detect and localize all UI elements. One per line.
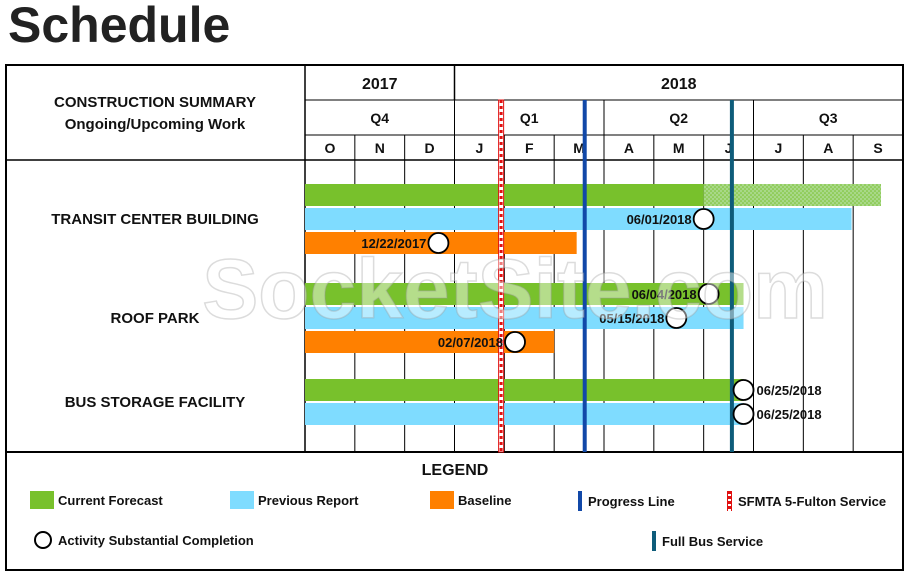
legend-title: LEGEND [421,462,489,479]
month-label: J [476,140,484,156]
month-label: D [425,140,435,156]
legend-label-sfmta: SFMTA 5-Fulton Service [738,493,887,509]
previous-report-bar [305,403,744,425]
completion-marker [665,307,688,329]
previous-report-bar [305,307,744,329]
current-forecast-bar [305,184,704,206]
year-label: 2018 [661,76,697,93]
completion-marker [504,331,526,353]
legend-item-current-forecast: Current Forecast [30,491,163,509]
completion-marker [427,232,450,254]
summary-header-line1: CONSTRUCTION SUMMARY [54,94,256,111]
legend-item-baseline: Baseline [430,491,511,509]
month-label: S [873,140,882,156]
quarter-label: Q4 [370,110,389,126]
forecast-extension-bar [703,184,881,206]
activity-label: BUS STORAGE FACILITY [65,394,246,411]
milestone-date-label: 06/25/2018 [757,407,822,422]
month-label: M [573,140,585,156]
quarter-label: Q1 [520,110,539,126]
milestone-date-label: 05/15/2018 [599,311,664,326]
current-forecast-bar [305,283,744,305]
quarter-label: Q3 [819,110,838,126]
quarter-label: Q2 [669,110,688,126]
legend-item-sfmta: SFMTA 5-Fulton Service [727,491,886,511]
legend-label-progress-line: Progress Line [588,493,675,509]
page-title: Schedule [8,0,231,53]
legend-label-previous-report: Previous Report [258,492,359,508]
milestone-date-label: 06/04/2018 [632,287,697,302]
activity-label: ROOF PARK [111,310,200,327]
current-forecast-swatch [30,491,54,509]
month-label: F [525,140,534,156]
year-label: 2017 [362,76,398,93]
month-label: O [324,140,335,156]
baseline-swatch [430,491,454,509]
legend-label-full-bus: Full Bus Service [662,533,764,549]
milestone-date-label: 06/25/2018 [757,383,822,398]
month-label: J [725,140,733,156]
watermark: SocketSite.com [202,242,828,336]
completion-marker [732,379,755,401]
baseline-bar [305,331,555,353]
legend-item-previous-report: Previous Report [230,491,358,509]
current-forecast-bar [305,379,744,401]
legend-label-baseline: Baseline [458,492,512,508]
completion-marker [692,208,715,230]
milestone-date-label: 06/01/2018 [627,212,692,227]
milestone-date-label: 12/22/2017 [361,236,426,251]
month-label: A [624,140,634,156]
legend-item-completion: Activity Substantial Completion [34,531,254,549]
legend-item-progress-line: Progress Line [578,491,675,511]
completion-marker [697,283,720,305]
summary-header-line2: Ongoing/Upcoming Work [65,116,246,133]
month-label: N [375,140,385,156]
milestone-date-label: 02/07/2018 [438,335,503,350]
legend-label-completion: Activity Substantial Completion [58,532,254,548]
completion-circle-icon [34,531,52,549]
sfmta-swatch [727,491,732,511]
full-bus-swatch [652,531,656,551]
legend-item-full-bus: Full Bus Service [652,531,763,551]
previous-report-bar [305,208,852,230]
completion-marker [732,403,755,425]
activity-label: TRANSIT CENTER BUILDING [51,211,259,228]
previous-report-swatch [230,491,254,509]
month-label: A [823,140,833,156]
month-label: M [673,140,685,156]
legend-label-current-forecast: Current Forecast [58,492,163,508]
month-label: J [775,140,783,156]
progress-line-swatch [578,491,582,511]
